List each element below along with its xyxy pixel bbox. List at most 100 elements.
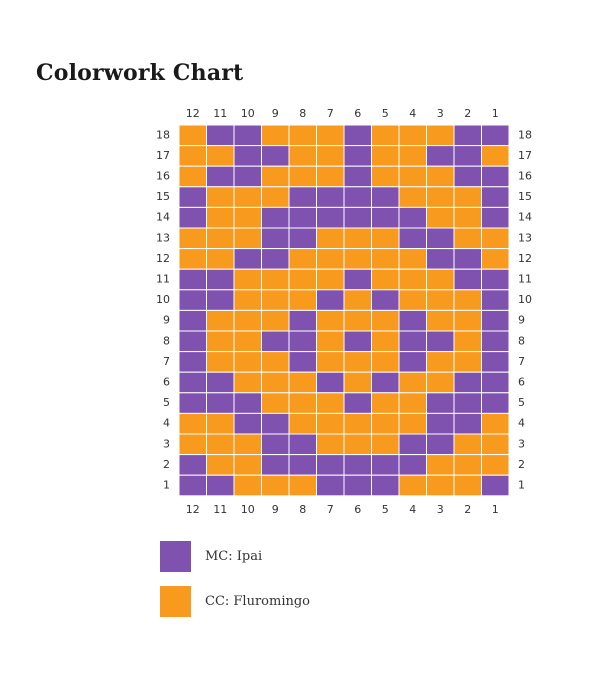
chart-cell-r5-c8: [288, 392, 317, 414]
col-label-top-5: 5: [382, 107, 389, 120]
col-label-bottom-2: 2: [464, 503, 471, 516]
chart-cell-r10-c10: [233, 289, 262, 311]
chart-cell-r5-c9: [261, 392, 290, 414]
chart-cell-r3-c1: [481, 433, 510, 456]
chart-cell-r3-c8: [288, 433, 317, 456]
row-label-right-5: 5: [518, 396, 525, 409]
chart-cell-r1-c1: [481, 474, 510, 497]
row-label-left-17: 17: [156, 149, 170, 162]
chart-cell-r4-c7: [316, 412, 345, 435]
col-label-bottom-4: 4: [409, 503, 416, 516]
chart-cell-r2-c9: [261, 454, 290, 476]
chart-cell-r7-c11: [206, 351, 235, 373]
row-label-right-18: 18: [518, 128, 532, 141]
chart-cell-r2-c5: [371, 454, 400, 476]
chart-cell-r10-c7: [316, 289, 345, 311]
row-label-right-1: 1: [518, 479, 525, 492]
chart-cell-r11-c12: [178, 268, 207, 291]
col-label-top-7: 7: [327, 107, 334, 120]
row-label-right-3: 3: [518, 437, 525, 450]
chart-cell-r3-c5: [371, 433, 400, 456]
col-label-top-6: 6: [354, 107, 361, 120]
row-label-right-11: 11: [518, 273, 532, 286]
chart-cell-r15-c12: [178, 186, 207, 208]
chart-cell-r12-c7: [316, 248, 345, 270]
chart-cell-r7-c4: [398, 351, 427, 373]
chart-cell-r5-c11: [206, 392, 235, 414]
row-label-right-10: 10: [518, 293, 532, 306]
chart-cell-r10-c5: [371, 289, 400, 311]
row-label-left-14: 14: [156, 211, 170, 224]
chart-cell-r2-c1: [481, 454, 510, 476]
chart-cell-r18-c11: [206, 124, 235, 147]
col-label-top-12: 12: [186, 107, 200, 120]
col-label-top-2: 2: [464, 107, 471, 120]
chart-cell-r1-c10: [233, 474, 262, 497]
chart-cell-r6-c11: [206, 371, 235, 394]
chart-cell-r6-c4: [398, 371, 427, 394]
chart-cell-r1-c8: [288, 474, 317, 497]
row-label-left-1: 1: [163, 479, 170, 492]
chart-cell-r1-c4: [398, 474, 427, 497]
chart-cell-r5-c3: [426, 392, 455, 414]
chart-cell-r12-c3: [426, 248, 455, 270]
chart-cell-r18-c3: [426, 124, 455, 147]
chart-cell-r4-c3: [426, 412, 455, 435]
chart-cell-r9-c9: [261, 309, 290, 332]
chart-cell-r7-c7: [316, 351, 345, 373]
col-label-bottom-9: 9: [272, 503, 279, 516]
chart-cell-r9-c12: [178, 309, 207, 332]
chart-cell-r13-c4: [398, 227, 427, 250]
chart-cell-r16-c11: [206, 165, 235, 188]
chart-cell-r4-c8: [288, 412, 317, 435]
chart-cell-r2-c7: [316, 454, 345, 476]
chart-cell-r8-c3: [426, 330, 455, 353]
chart-cell-r18-c6: [343, 124, 372, 147]
chart-cell-r6-c5: [371, 371, 400, 394]
row-label-right-9: 9: [518, 314, 525, 327]
col-label-top-3: 3: [437, 107, 444, 120]
row-label-right-14: 14: [518, 211, 532, 224]
chart-cell-r12-c2: [453, 248, 482, 270]
chart-cell-r6-c1: [481, 371, 510, 394]
chart-cell-r18-c10: [233, 124, 262, 147]
chart-cell-r8-c7: [316, 330, 345, 353]
chart-cell-r16-c6: [343, 165, 372, 188]
chart-cell-r13-c2: [453, 227, 482, 250]
col-label-top-9: 9: [272, 107, 279, 120]
row-label-right-17: 17: [518, 149, 532, 162]
chart-cell-r6-c3: [426, 371, 455, 394]
row-label-right-7: 7: [518, 355, 525, 368]
chart-cell-r9-c2: [453, 309, 482, 332]
chart-cell-r18-c7: [316, 124, 345, 147]
chart-cell-r15-c6: [343, 186, 372, 208]
chart-cell-r17-c2: [453, 145, 482, 167]
chart-cell-r4-c11: [206, 412, 235, 435]
col-label-bottom-6: 6: [354, 503, 361, 516]
chart-cell-r11-c2: [453, 268, 482, 291]
chart-cell-r15-c7: [316, 186, 345, 208]
row-label-right-15: 15: [518, 190, 532, 203]
row-label-right-12: 12: [518, 252, 532, 265]
chart-cell-r3-c11: [206, 433, 235, 456]
chart-cell-r16-c3: [426, 165, 455, 188]
chart-cell-r17-c6: [343, 145, 372, 167]
chart-cell-r11-c1: [481, 268, 510, 291]
chart-cell-r10-c9: [261, 289, 290, 311]
chart-cell-r9-c1: [481, 309, 510, 332]
chart-cell-r11-c6: [343, 268, 372, 291]
chart-cell-r13-c1: [481, 227, 510, 250]
chart-cell-r17-c10: [233, 145, 262, 167]
row-label-left-12: 12: [156, 252, 170, 265]
chart-cell-r16-c1: [481, 165, 510, 188]
chart-cell-r5-c12: [178, 392, 207, 414]
chart-cell-r3-c2: [453, 433, 482, 456]
row-label-left-11: 11: [156, 273, 170, 286]
chart-cell-r5-c2: [453, 392, 482, 414]
chart-cell-r17-c9: [261, 145, 290, 167]
chart-cell-r8-c10: [233, 330, 262, 353]
legend-label-mc: MC: Ipai: [205, 549, 263, 564]
chart-cell-r11-c4: [398, 268, 427, 291]
chart-cell-r5-c1: [481, 392, 510, 414]
chart-cell-r6-c7: [316, 371, 345, 394]
